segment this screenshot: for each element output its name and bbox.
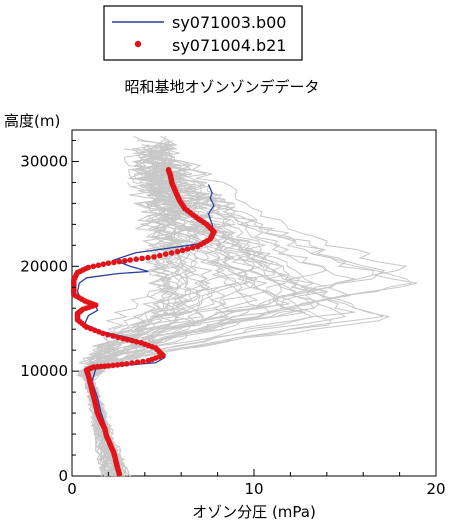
data-point-sy071004 (134, 359, 141, 366)
data-point-sy071004 (124, 336, 131, 343)
data-point-sy071004 (110, 362, 116, 369)
data-point-sy071004 (95, 262, 102, 269)
data-point-sy071004 (133, 256, 139, 263)
data-point-sy071004 (110, 333, 116, 339)
background-profile-line (87, 144, 355, 477)
data-point-sy071004 (129, 360, 135, 366)
data-point-sy071004 (138, 340, 144, 346)
data-point-sy071004 (120, 335, 126, 342)
data-point-sy071004 (85, 264, 92, 271)
data-point-sy071004 (165, 167, 172, 173)
data-point-sy071004 (119, 361, 125, 368)
plot-frame (71, 129, 437, 477)
y-tick-label: 10000 (20, 362, 68, 380)
data-point-sy071004 (122, 258, 128, 264)
y-tick-label: 30000 (20, 152, 68, 170)
data-point-sy071004 (162, 251, 169, 257)
data-point-sy071004 (157, 252, 163, 259)
data-point-sy071004 (179, 247, 186, 254)
y-axis-label: 高度(m) (4, 112, 60, 130)
legend-frame (103, 5, 303, 61)
data-point-sy071004 (189, 244, 196, 251)
y-axis: 0 10000 20000 30000 (20, 139, 79, 485)
data-point-sy071004 (129, 337, 135, 344)
data-point-sy071004 (168, 250, 175, 256)
data-point-sy071004 (115, 334, 121, 341)
y-tick-label: 20000 (20, 257, 68, 275)
legend-label-series-1: sy071003.b00 (172, 13, 286, 32)
legend-marker-swatch (134, 40, 142, 48)
data-point-sy071004 (100, 261, 107, 268)
data-point-sy071004 (90, 263, 97, 270)
data-point-sy071004 (116, 258, 123, 265)
x-tick-label: 0 (67, 480, 77, 498)
background-profiles (76, 135, 418, 477)
x-axis: 0 10 20 (67, 469, 446, 498)
background-profile-line (84, 177, 347, 477)
data-point-sy071004 (151, 254, 157, 260)
x-tick-label: 20 (426, 480, 445, 498)
chart-title: 昭和基地オゾンゾンデデータ (124, 78, 319, 96)
data-point-sy071004 (127, 257, 133, 263)
y-tick-label: 0 (58, 467, 68, 485)
data-point-sy071004 (145, 254, 151, 261)
data-point-sy071004 (140, 358, 146, 365)
legend-label-series-2: sy071004.b21 (172, 36, 286, 55)
data-point-sy071004 (105, 363, 112, 369)
x-axis-label: オゾン分圧 (mPa) (192, 503, 316, 521)
data-point-sy071004 (184, 246, 191, 252)
legend: sy071003.b00 sy071004.b21 (103, 5, 303, 61)
x-tick-label: 10 (244, 480, 263, 498)
data-point-sy071004 (133, 339, 140, 345)
data-point-sy071004 (123, 361, 130, 367)
data-point-sy071004 (139, 255, 145, 262)
data-point-sy071004 (174, 248, 181, 255)
data-point-sy071004 (105, 331, 111, 338)
data-point-sy071004 (114, 362, 121, 368)
data-point-sy071004 (111, 259, 117, 266)
series-sy071004-markers (71, 167, 217, 477)
data-point-sy071004 (105, 260, 112, 267)
